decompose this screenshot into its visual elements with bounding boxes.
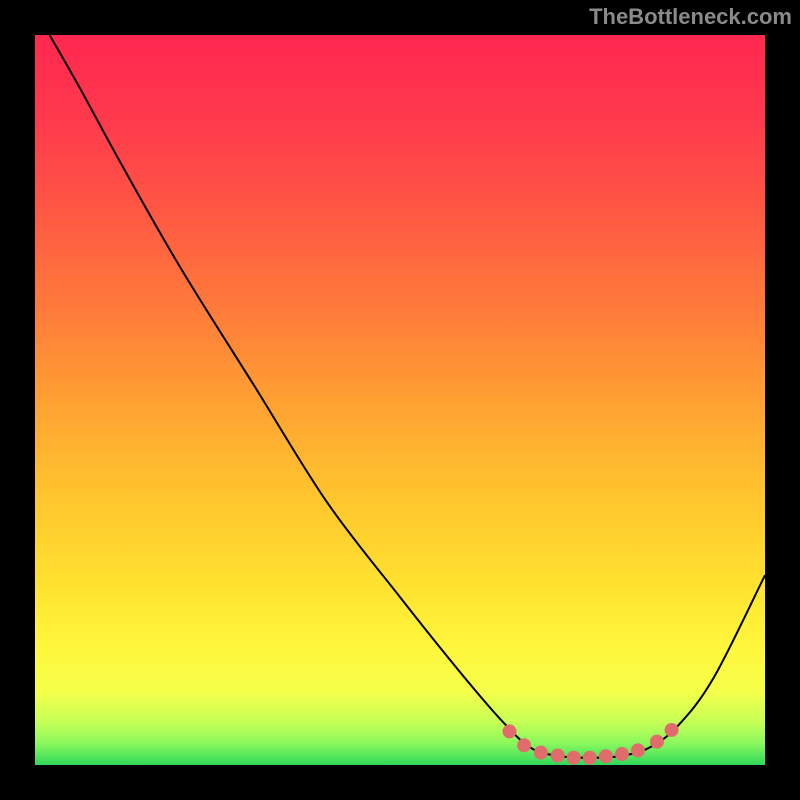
low-marker [503, 724, 517, 738]
low-marker [583, 751, 597, 765]
low-marker [650, 735, 664, 749]
watermark-text: TheBottleneck.com [589, 4, 792, 30]
low-marker [551, 749, 565, 763]
plot-background [35, 35, 765, 765]
bottleneck-chart [0, 0, 800, 800]
low-marker [615, 747, 629, 761]
low-marker [517, 738, 531, 752]
chart-container: TheBottleneck.com [0, 0, 800, 800]
low-marker [631, 743, 645, 757]
low-marker [567, 751, 581, 765]
low-marker [665, 723, 679, 737]
low-marker [599, 749, 613, 763]
low-marker [534, 746, 548, 760]
